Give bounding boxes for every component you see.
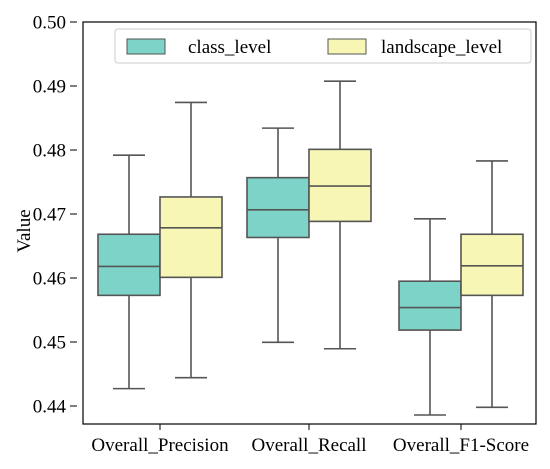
x-tick: Overall_Precision — [91, 424, 229, 456]
y-tick-label: 0.47 — [33, 205, 66, 226]
legend-label-landscape-level: landscape_level — [381, 37, 502, 58]
y-tick: 0.46 — [33, 269, 77, 290]
x-tick-label: Overall_Recall — [251, 435, 366, 456]
box-landscape-level-0 — [159, 101, 223, 379]
y-tick-label: 0.45 — [33, 333, 66, 354]
legend-swatch-class-level — [126, 38, 166, 55]
y-tick-label: 0.46 — [33, 269, 66, 290]
legend-swatch-landscape-level — [327, 38, 367, 55]
boxes-layer — [97, 80, 524, 416]
y-tick-label: 0.48 — [33, 141, 66, 162]
iqr-box — [159, 196, 223, 279]
y-tick: 0.47 — [33, 205, 77, 226]
y-tick: 0.44 — [33, 397, 77, 418]
y-tick: 0.45 — [33, 333, 77, 354]
x-axis: Overall_Precision Overall_Recall Overall… — [91, 424, 529, 456]
plot-frame — [82, 21, 537, 425]
y-tick: 0.50 — [33, 13, 77, 34]
legend-frame — [114, 28, 532, 64]
box-class-level-0 — [97, 154, 161, 390]
legend-label-class-level: class_level — [188, 37, 271, 58]
box-class-level-2 — [398, 218, 462, 416]
box-class-level-1 — [246, 127, 310, 344]
y-tick: 0.49 — [33, 77, 77, 98]
x-tick-label: Overall_F1-Score — [393, 435, 529, 456]
iqr-box — [460, 233, 524, 297]
iqr-box — [246, 176, 310, 239]
box-landscape-level-2 — [460, 160, 524, 409]
y-axis: 0.44 0.45 0.46 0.47 0.48 0.49 0.50 — [33, 13, 77, 418]
x-tick: Overall_F1-Score — [393, 424, 529, 456]
box-landscape-level-1 — [308, 80, 372, 350]
y-tick-label: 0.50 — [33, 13, 66, 34]
legend: class_level landscape_level — [114, 28, 532, 64]
iqr-box — [97, 233, 161, 297]
x-tick: Overall_Recall — [251, 424, 367, 456]
y-tick-label: 0.44 — [33, 397, 67, 418]
x-tick-label: Overall_Precision — [91, 435, 229, 456]
y-tick-label: 0.49 — [33, 77, 66, 98]
iqr-box — [398, 280, 462, 331]
y-tick: 0.48 — [33, 141, 77, 162]
y-axis-title: Value — [14, 209, 35, 252]
